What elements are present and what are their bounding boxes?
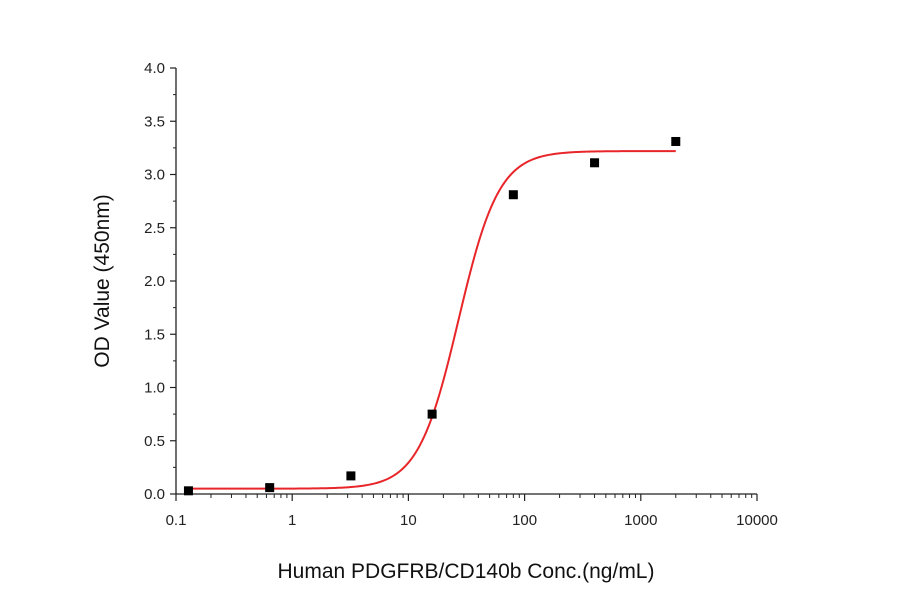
y-tick-label: 3.5 xyxy=(144,113,165,130)
y-tick-label: 0.5 xyxy=(144,433,165,450)
y-tick-label: 4.0 xyxy=(144,60,165,77)
y-tick-label: 1.5 xyxy=(144,326,165,343)
y-axis-title: OD Value (450nm) xyxy=(91,194,114,368)
x-axis-ticks: 0.1 1 10 100 1000 10000 xyxy=(166,494,778,529)
data-point xyxy=(265,483,275,493)
data-points-layer xyxy=(183,136,681,496)
x-tick-label: 1 xyxy=(288,512,296,529)
y-tick-label: 0.0 xyxy=(144,486,165,503)
data-point xyxy=(346,471,356,481)
x-tick-label: 10000 xyxy=(736,512,778,529)
x-tick-label: 10 xyxy=(400,512,417,529)
y-axis-ticks: 0.0 0.5 1.0 1.5 2.0 2.5 3.0 3.5 4.0 xyxy=(144,60,176,503)
data-point xyxy=(183,486,193,496)
data-point xyxy=(508,190,518,200)
y-tick-label: 3.0 xyxy=(144,167,165,184)
data-point xyxy=(427,409,437,419)
fit-curve xyxy=(188,150,676,490)
plot-area: 0.1 1 10 100 1000 10000 0.0 0.5 1.0 1.5 2.0 2.5 3.0… xyxy=(144,60,778,529)
data-point xyxy=(590,158,600,168)
x-axis-title: Human PDGFRB/CD140b Conc.(ng/mL) xyxy=(278,560,655,583)
x-tick-label: 1000 xyxy=(624,512,657,529)
data-point xyxy=(671,136,681,146)
y-tick-label: 1.0 xyxy=(144,380,165,397)
x-tick-label: 100 xyxy=(512,512,537,529)
x-tick-label: 0.1 xyxy=(166,512,187,529)
y-tick-label: 2.0 xyxy=(144,273,165,290)
fit-curve-layer xyxy=(188,150,676,490)
y-tick-label: 2.5 xyxy=(144,220,165,237)
